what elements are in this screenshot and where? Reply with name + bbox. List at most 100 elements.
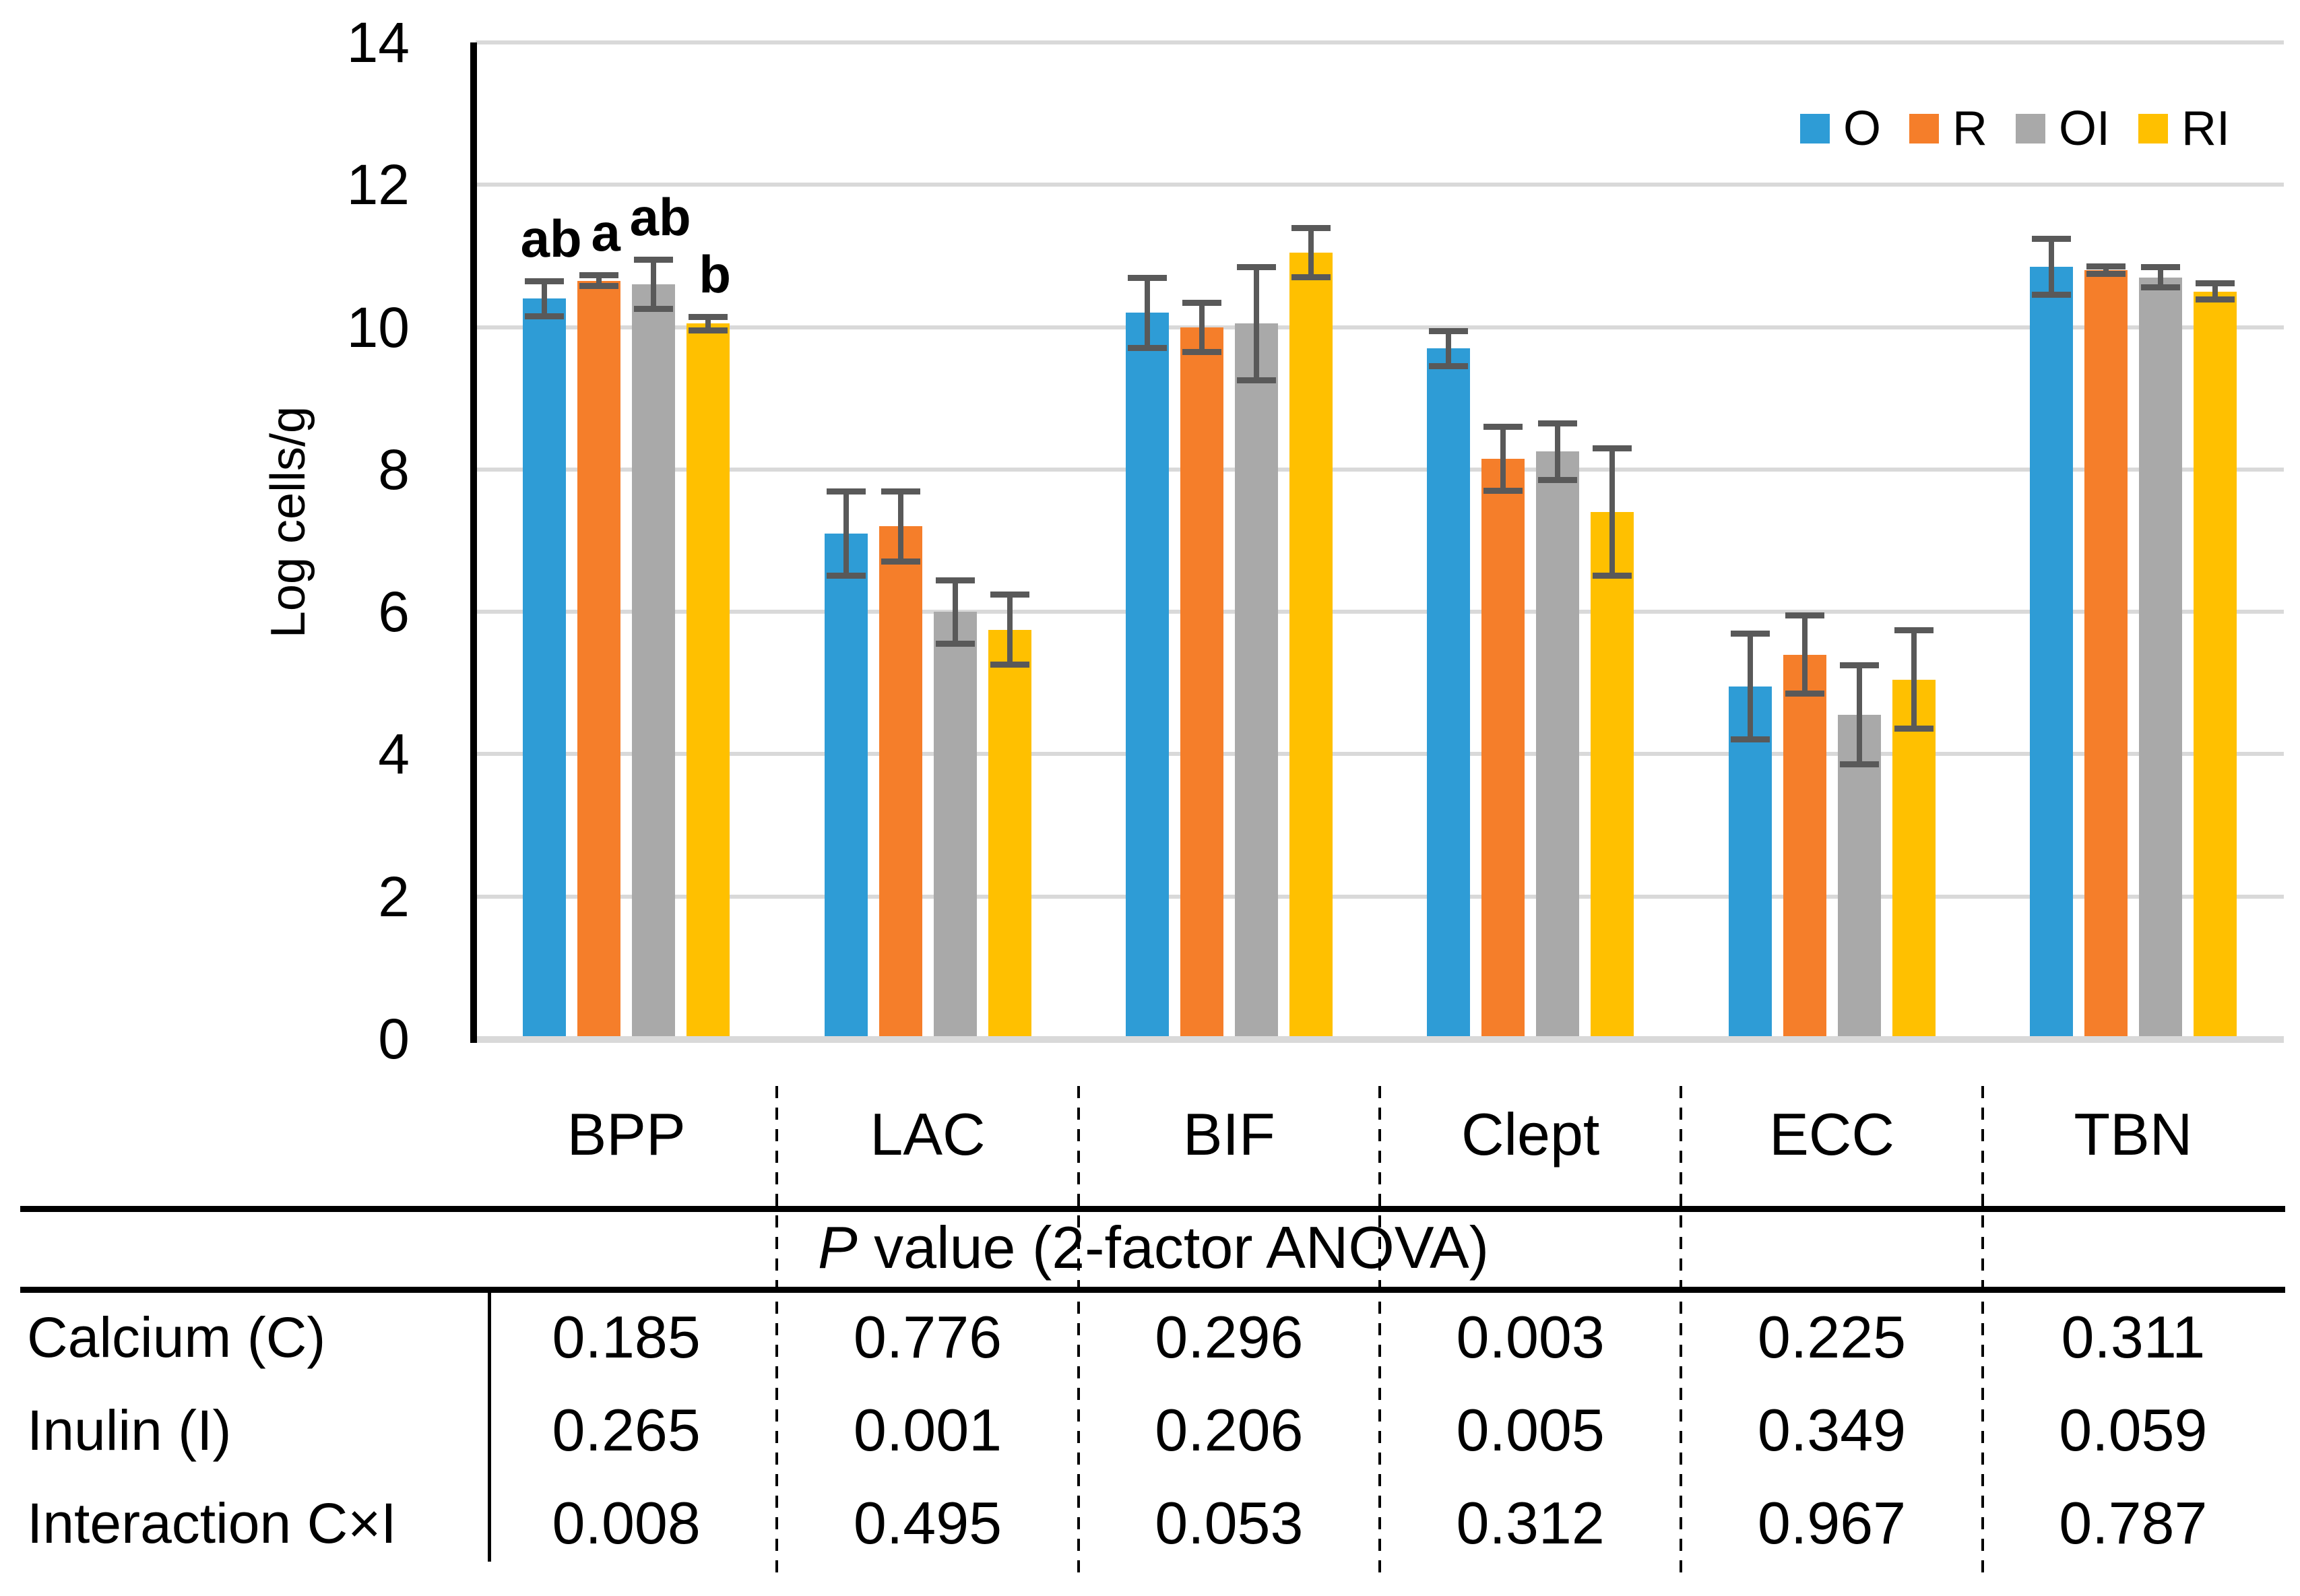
bar-BPP-R: [577, 280, 621, 1036]
significance-letter-BPP-RI: b: [699, 244, 731, 304]
significance-letter-BPP-O: ab: [520, 208, 582, 268]
error-bar-cap-top-BIF-RI: [1291, 224, 1331, 231]
error-bar-cap-top-Clept-R: [1483, 424, 1523, 430]
legend-label-RI: RI: [2181, 102, 2230, 156]
error-bar-cap-bottom-Clept-RI: [1593, 573, 1632, 579]
legend-swatch-R: [1909, 114, 1939, 143]
error-bar-cap-top-LAC-OI: [935, 577, 975, 583]
p-value-cell-2-1: 0.495: [853, 1490, 1002, 1556]
error-bar-cap-top-ECC-O: [1730, 630, 1770, 637]
legend-swatch-O: [1799, 114, 1830, 143]
p-value-cell-0-2: 0.296: [1155, 1304, 1304, 1370]
anova-header-rest: value (2-factor ANOVA): [857, 1214, 1490, 1281]
error-bar-line-ECC-RI: [1911, 629, 1917, 730]
error-bar-cap-bottom-BIF-OI: [1236, 377, 1276, 383]
error-bar-cap-bottom-BIF-O: [1127, 345, 1167, 352]
error-bar-line-BIF-RI: [1308, 227, 1314, 278]
error-bar-cap-bottom-BPP-O: [525, 313, 565, 319]
bar-Clept-RI: [1591, 512, 1634, 1036]
category-label-TBN: TBN: [2074, 1101, 2193, 1168]
table-row-label-0: Calcium (C): [27, 1306, 326, 1369]
gridline-8: [476, 467, 2284, 472]
legend-item-RI: RI: [2138, 101, 2230, 156]
category-label-Clept: Clept: [1461, 1101, 1600, 1168]
error-bar-line-BIF-O: [1144, 277, 1150, 349]
error-bar-cap-top-ECC-RI: [1894, 627, 1934, 633]
error-bar-line-BPP-O: [542, 280, 548, 317]
error-bar-cap-top-ECC-R: [1785, 612, 1824, 619]
p-value-cell-0-1: 0.776: [853, 1304, 1002, 1370]
bar-BPP-RI: [686, 323, 730, 1036]
bar-Clept-OI: [1536, 451, 1580, 1036]
error-bar-cap-top-TBN-RI: [2195, 280, 2235, 287]
bar-TBN-O: [2029, 266, 2073, 1036]
p-value-cell-1-1: 0.001: [853, 1397, 1002, 1463]
table-rule-mid: [20, 1287, 2285, 1293]
y-tick-label-12: 12: [346, 153, 410, 217]
error-bar-cap-top-BPP-RI: [689, 313, 728, 320]
bar-BIF-RI: [1289, 252, 1333, 1036]
legend-swatch-RI: [2138, 114, 2168, 143]
bar-LAC-OI: [933, 612, 977, 1036]
error-bar-cap-bottom-LAC-R: [881, 558, 920, 565]
p-value-cell-1-0: 0.265: [552, 1397, 701, 1463]
bar-Clept-O: [1427, 348, 1471, 1036]
p-value-cell-2-4: 0.967: [1757, 1490, 1907, 1556]
error-bar-line-BPP-RI: [705, 316, 711, 331]
error-bar-cap-top-TBN-R: [2086, 263, 2126, 269]
error-bar-cap-bottom-LAC-RI: [990, 662, 1029, 668]
error-bar-cap-top-Clept-OI: [1538, 420, 1578, 427]
legend-label-O: O: [1843, 102, 1881, 156]
error-bar-cap-top-ECC-OI: [1839, 662, 1879, 669]
error-bar-cap-bottom-Clept-R: [1483, 487, 1523, 494]
bar-ECC-OI: [1837, 715, 1881, 1036]
error-bar-line-TBN-OI: [2157, 266, 2163, 288]
category-label-BIF: BIF: [1182, 1101, 1275, 1168]
p-value-cell-0-4: 0.225: [1757, 1304, 1907, 1370]
column-separator-3: [1378, 1086, 1381, 1580]
error-bar-cap-top-BPP-O: [525, 278, 565, 284]
y-tick-label-4: 4: [378, 722, 410, 786]
anova-header: P value (2-factor ANOVA): [818, 1215, 1489, 1280]
error-bar-cap-bottom-ECC-RI: [1894, 726, 1934, 732]
significance-letter-BPP-R: a: [591, 203, 620, 263]
p-value-cell-0-5: 0.311: [2061, 1304, 2206, 1370]
x-baseline: [476, 1036, 2284, 1043]
legend-swatch-OI: [2015, 114, 2045, 143]
error-bar-cap-bottom-ECC-R: [1785, 690, 1824, 697]
bar-TBN-R: [2084, 270, 2128, 1036]
error-bar-cap-bottom-ECC-OI: [1839, 761, 1879, 768]
error-bar-cap-top-LAC-R: [881, 488, 920, 494]
table-rule-top: [20, 1206, 2285, 1212]
legend-item-O: O: [1799, 101, 1881, 156]
error-bar-cap-bottom-LAC-OI: [935, 640, 975, 647]
error-bar-line-ECC-O: [1747, 633, 1753, 740]
error-bar-cap-top-Clept-RI: [1593, 445, 1632, 452]
error-bar-cap-top-BPP-OI: [634, 257, 674, 263]
significance-letter-BPP-OI: ab: [629, 187, 691, 247]
category-label-ECC: ECC: [1769, 1101, 1894, 1168]
error-bar-cap-top-TBN-O: [2031, 235, 2071, 242]
p-value-cell-2-2: 0.053: [1155, 1490, 1304, 1556]
error-bar-line-TBN-RI: [2212, 283, 2218, 300]
bar-TBN-OI: [2138, 277, 2182, 1036]
error-bar-cap-bottom-TBN-R: [2086, 271, 2126, 278]
p-value-cell-1-4: 0.349: [1757, 1397, 1907, 1463]
gridline-10: [476, 325, 2284, 329]
bar-LAC-R: [879, 526, 922, 1036]
error-bar-line-Clept-R: [1500, 426, 1506, 491]
error-bar-cap-top-BIF-O: [1127, 274, 1167, 281]
error-bar-line-LAC-OI: [952, 579, 958, 644]
bar-Clept-R: [1481, 459, 1525, 1036]
error-bar-cap-bottom-BPP-RI: [689, 327, 728, 333]
error-bar-line-BPP-R: [596, 275, 602, 287]
error-bar-line-ECC-R: [1801, 615, 1808, 694]
p-value-cell-1-2: 0.206: [1155, 1397, 1304, 1463]
error-bar-line-Clept-O: [1446, 330, 1452, 366]
row-label-divider: [488, 1293, 491, 1562]
error-bar-cap-top-LAC-O: [826, 488, 866, 494]
gridline-12: [476, 183, 2284, 187]
error-bar-line-LAC-RI: [1007, 594, 1013, 666]
p-value-cell-2-5: 0.787: [2059, 1490, 2208, 1556]
error-bar-cap-top-LAC-RI: [990, 591, 1029, 598]
